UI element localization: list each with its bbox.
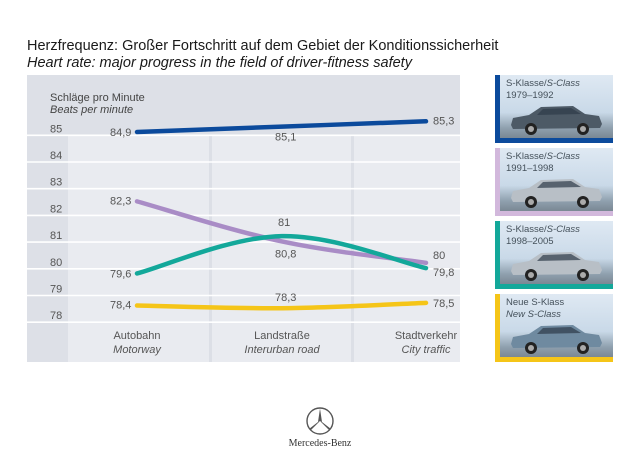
car-sedan-blue-icon — [511, 325, 602, 354]
brand-logo — [300, 405, 340, 442]
brand-name: Mercedes-Benz — [288, 438, 352, 449]
legend-years-label: 1998–2005 — [506, 236, 554, 247]
y-axis-label-english: Beats per minute — [50, 104, 133, 116]
gridlines — [27, 134, 460, 324]
legend-years-label: 1991–1998 — [506, 163, 554, 174]
x-category-label: Stadtverkehr — [395, 330, 458, 342]
chart-title-german: Herzfrequenz: Großer Fortschritt auf dem… — [27, 38, 499, 54]
car-sedan-silver-icon — [511, 179, 602, 208]
y-tick-label: 81 — [50, 230, 62, 242]
legend-color-stripe — [495, 148, 500, 216]
plot-area — [68, 135, 460, 362]
x-category-label-english: Interurban road — [244, 344, 320, 356]
legend-color-stripe — [495, 211, 613, 216]
x-category-label: Landstraße — [254, 330, 310, 342]
legend-years-label: New S-Class — [506, 309, 561, 320]
data-label: 80,8 — [275, 248, 296, 260]
y-tick-label: 78 — [50, 310, 62, 322]
legend-color-stripe — [495, 75, 500, 143]
legend-color-stripe — [495, 284, 613, 289]
legend-color-stripe — [495, 138, 613, 143]
legend-years-label: 1979–1992 — [506, 90, 554, 101]
y-tick-label: 79 — [50, 284, 62, 296]
legend-model-label: S-Klasse/S-Class — [506, 151, 580, 162]
data-label: 79,8 — [433, 267, 454, 279]
data-label: 85,3 — [433, 115, 454, 127]
legend-item: S-Klasse/S-Class 1998–2005 — [495, 221, 613, 289]
y-tick-label: 83 — [50, 177, 62, 189]
y-axis-label-german: Schläge pro Minute — [50, 92, 145, 104]
data-label: 85,1 — [275, 132, 296, 144]
legend-model-label: S-Klasse/S-Class — [506, 78, 580, 89]
x-category-label-english: Motorway — [113, 344, 162, 356]
legend-model-label: S-Klasse/S-Class — [506, 224, 580, 235]
car-sedan-dark-icon — [511, 106, 602, 135]
data-label: 84,9 — [110, 127, 131, 139]
y-tick-label: 84 — [50, 150, 62, 162]
y-axis-ticks: 85 84 83 82 81 80 79 78 — [50, 123, 62, 322]
data-label: 78,5 — [433, 298, 454, 310]
legend-color-stripe — [495, 294, 500, 362]
mercedes-star-icon — [306, 407, 334, 435]
data-label: 80 — [433, 250, 445, 262]
legend-color-stripe — [495, 221, 500, 289]
x-category-label-english: City traffic — [402, 344, 451, 356]
legend-item: S-Klasse/S-Class 1979–1992 — [495, 75, 613, 143]
legend-item: Neue S-Klass New S-Class — [495, 294, 613, 362]
legend-color-stripe — [495, 357, 613, 362]
legend-item: S-Klasse/S-Class 1991–1998 — [495, 148, 613, 216]
data-label: 81 — [278, 217, 290, 229]
chart-title-english: Heart rate: major progress in the field … — [27, 55, 412, 71]
data-label: 78,4 — [110, 300, 131, 312]
data-label: 82,3 — [110, 195, 131, 207]
series-group: 84,9 85,1 85,3 82,3 80,8 80 79,6 81 79,8 78,4 78,3… — [110, 115, 454, 311]
y-tick-label: 80 — [50, 257, 62, 269]
x-axis-categories: Autobahn Motorway Landstraße Interurban roa… — [113, 330, 457, 356]
data-label: 79,6 — [110, 268, 131, 280]
data-label: 78,3 — [275, 292, 296, 304]
x-category-label: Autobahn — [113, 330, 160, 342]
car-sedan-silver-icon — [511, 252, 602, 281]
y-tick-label: 85 — [50, 123, 62, 135]
y-tick-label: 82 — [50, 203, 62, 215]
legend-model-label: Neue S-Klass — [506, 297, 565, 308]
